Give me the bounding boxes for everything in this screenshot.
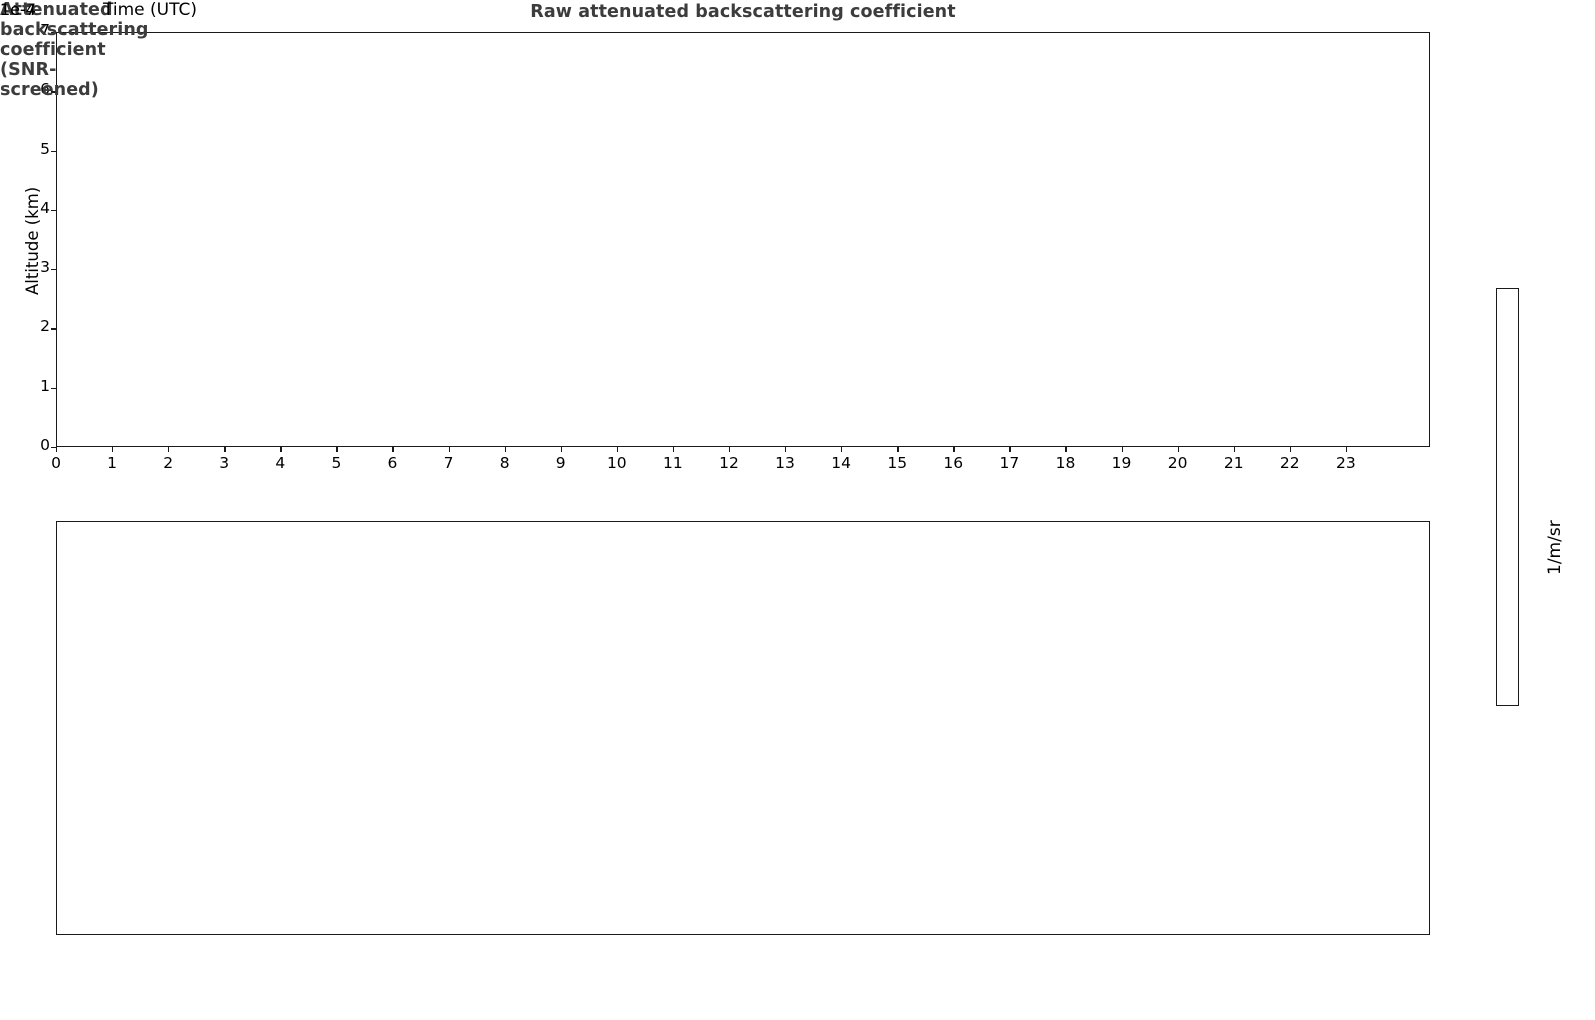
xtick-label: 0 <box>51 454 61 472</box>
xtick-mark <box>897 447 899 452</box>
ytick-label: 5 <box>40 139 50 158</box>
xtick-label: 2 <box>163 454 174 472</box>
ytick-label: 0 <box>40 436 50 454</box>
ytick-label: 6 <box>40 80 50 99</box>
ytick-label: 1 <box>40 376 50 395</box>
colorbar[interactable] <box>1496 288 1519 706</box>
xtick-label: 7 <box>443 454 454 472</box>
xtick-label: 6 <box>387 454 398 472</box>
xtick-label: 9 <box>555 454 566 472</box>
xtick-mark <box>504 447 506 452</box>
ytick-mark <box>51 32 56 34</box>
panel-screened-plot-area[interactable] <box>56 521 1430 935</box>
xtick-mark <box>1065 447 1067 452</box>
ytick-mark <box>51 150 56 152</box>
xtick-mark <box>1345 447 1348 452</box>
xtick-mark <box>785 447 787 452</box>
xtick-mark <box>1009 447 1011 452</box>
xtick-mark <box>1121 447 1123 452</box>
xtick-label: 12 <box>719 454 739 472</box>
xtick-mark <box>953 447 955 452</box>
xtick-mark <box>112 447 114 452</box>
colorbar-unit-label: 1/m/sr <box>1545 520 1565 575</box>
xtick-mark <box>841 447 843 452</box>
ytick-label: 3 <box>40 258 50 277</box>
xtick-label: 14 <box>831 454 851 472</box>
ytick-mark <box>51 328 56 330</box>
xtick-mark <box>336 447 338 452</box>
xtick-mark <box>672 447 675 452</box>
ytick-label: 4 <box>40 198 50 217</box>
xtick-label: 20 <box>1167 454 1188 472</box>
xtick-mark <box>1289 447 1292 452</box>
xtick-label: 19 <box>1111 454 1132 472</box>
xtick-mark <box>616 447 619 452</box>
xtick-mark <box>1233 447 1235 452</box>
xtick-label: 5 <box>331 454 342 472</box>
ytick-mark <box>51 209 56 212</box>
xtick-label: 13 <box>775 454 795 472</box>
xtick-label: 17 <box>999 454 1020 472</box>
ytick-mark <box>51 447 56 449</box>
colorbar-min-label: 1e-7 <box>0 0 36 19</box>
xtick-mark <box>224 447 226 452</box>
xtick-mark <box>392 447 394 452</box>
xtick-label: 8 <box>499 454 510 472</box>
xtick-mark <box>168 447 170 452</box>
colorbar-max-label: 1e-4 <box>0 0 36 19</box>
xtick-mark <box>1177 447 1179 452</box>
xtick-label: 18 <box>1055 454 1076 472</box>
ytick-mark <box>51 91 56 93</box>
xtick-mark <box>560 447 563 452</box>
xtick-mark <box>280 447 282 452</box>
ytick-label: 2 <box>40 317 50 336</box>
panel-screened-xlabel: Time (UTC) <box>103 0 197 20</box>
xtick-mark <box>448 447 450 452</box>
xtick-label: 1 <box>107 454 118 472</box>
xtick-label: 15 <box>887 454 908 472</box>
ytick-label: 7 <box>40 21 50 39</box>
xtick-label: 21 <box>1223 454 1244 472</box>
panel-raw-title: Raw attenuated backscattering coefficien… <box>530 2 956 22</box>
xtick-label: 10 <box>606 454 627 472</box>
xtick-label: 11 <box>663 454 683 472</box>
xtick-mark <box>56 447 58 452</box>
ytick-mark <box>51 387 56 389</box>
panel-raw-plot-area[interactable] <box>56 32 1430 447</box>
xtick-label: 22 <box>1279 454 1300 472</box>
xtick-label: 16 <box>943 454 964 472</box>
xtick-mark <box>728 447 731 452</box>
xtick-label: 3 <box>219 454 230 472</box>
ytick-mark <box>51 269 56 271</box>
xtick-label: 23 <box>1336 454 1356 472</box>
xtick-label: 4 <box>275 454 286 472</box>
